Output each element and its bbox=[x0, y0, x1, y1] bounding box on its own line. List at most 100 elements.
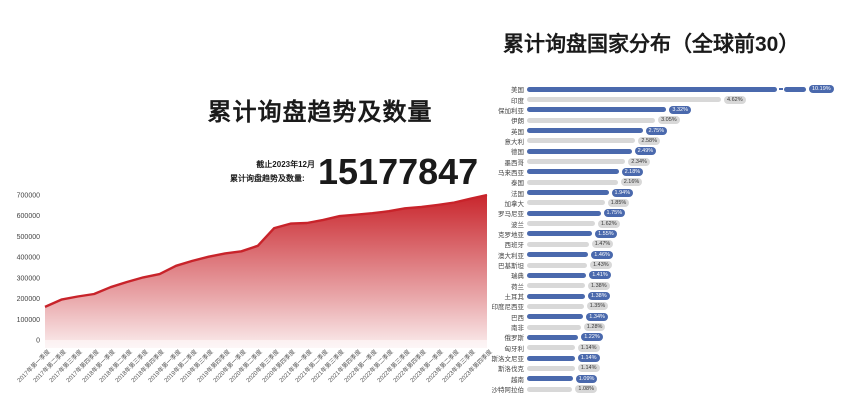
country-label: 沙特阿拉伯 bbox=[491, 387, 525, 395]
bar bbox=[527, 252, 589, 258]
country-label: 美国 bbox=[511, 87, 524, 95]
value-badge: 1.14% bbox=[577, 343, 600, 352]
country-label: 瑞典 bbox=[511, 273, 524, 281]
axis-break bbox=[777, 87, 784, 92]
bar-row: 德国 2.49% bbox=[470, 146, 852, 156]
value-badge: 1.35% bbox=[586, 302, 609, 311]
value-badge: 1.62% bbox=[598, 219, 620, 228]
bar-row: 巴西 1.34% bbox=[470, 312, 852, 322]
bar-row: 保加利亚 3.32% bbox=[470, 105, 852, 115]
country-label: 波兰 bbox=[511, 221, 524, 229]
y-axis-label: 0 bbox=[36, 338, 40, 345]
country-label: 印度尼西亚 bbox=[491, 304, 525, 312]
bar bbox=[527, 128, 643, 134]
bar bbox=[527, 179, 618, 185]
bar-row: 美国 10.19% bbox=[470, 84, 852, 94]
country-label: 澳大利亚 bbox=[498, 252, 524, 260]
y-axis-label: 600000 bbox=[17, 213, 40, 220]
value-badge: 10.19% bbox=[809, 85, 834, 94]
bar bbox=[527, 386, 573, 392]
bar bbox=[527, 148, 632, 154]
bar bbox=[527, 345, 575, 351]
y-axis-label: 100000 bbox=[17, 317, 40, 324]
total-inquiries-value: 15177847 bbox=[318, 151, 479, 192]
bar-row: 沙特阿拉伯 1.08% bbox=[470, 384, 852, 394]
country-label: 英国 bbox=[511, 128, 524, 136]
value-badge: 1.28% bbox=[583, 323, 606, 332]
country-label: 保加利亚 bbox=[498, 107, 524, 115]
bar-row: 意大利 2.58% bbox=[470, 136, 852, 146]
bar-segment bbox=[784, 86, 806, 92]
country-label: 荷兰 bbox=[511, 283, 524, 291]
bar-row: 西班牙 1.47% bbox=[470, 239, 852, 249]
country-label: 意大利 bbox=[504, 138, 525, 146]
bar-row: 斯洛伐克 1.14% bbox=[470, 363, 852, 373]
country-label: 土耳其 bbox=[504, 294, 525, 302]
bar bbox=[527, 97, 721, 103]
value-badge: 1.85% bbox=[607, 198, 630, 207]
country-label: 南非 bbox=[511, 325, 524, 333]
bar bbox=[527, 334, 579, 340]
bar-row: 泰国 2.16% bbox=[470, 177, 852, 187]
as-of-date: 截止2023年12月 bbox=[256, 160, 315, 169]
bar bbox=[527, 200, 605, 206]
value-badge: 2.49% bbox=[634, 147, 657, 156]
bar-row: 巴基斯坦 1.43% bbox=[470, 260, 852, 270]
bar bbox=[527, 169, 619, 175]
trend-chart-title: 累计询盘趋势及数量 bbox=[207, 99, 433, 126]
value-badge: 1.55% bbox=[595, 229, 617, 238]
bar-row: 荷兰 1.38% bbox=[470, 281, 852, 291]
value-badge: 1.34% bbox=[586, 312, 608, 321]
country-label: 俄罗斯 bbox=[504, 335, 525, 343]
value-badge: 3.32% bbox=[669, 105, 691, 114]
axis-break-dash bbox=[778, 88, 783, 90]
bar-row: 澳大利亚 1.46% bbox=[470, 250, 852, 260]
bar bbox=[527, 117, 656, 123]
value-badge: 1.94% bbox=[611, 188, 634, 197]
bar bbox=[527, 272, 587, 278]
country-label: 墨西哥 bbox=[504, 159, 525, 167]
bar-row: 瑞典 1.41% bbox=[470, 270, 852, 280]
bar-row: 英国 2.75% bbox=[470, 125, 852, 136]
bar-row: 波兰 1.62% bbox=[470, 218, 852, 229]
bar-row: 罗马尼亚 1.75% bbox=[470, 208, 852, 218]
value-badge: 1.09% bbox=[575, 374, 598, 383]
value-badge: 1.75% bbox=[603, 209, 626, 218]
bar-row: 马来西亚 2.18% bbox=[470, 167, 852, 177]
value-badge: 1.14% bbox=[577, 354, 600, 363]
bar-row: 加拿大 1.85% bbox=[470, 198, 852, 208]
bar bbox=[527, 190, 609, 196]
bar-row: 斯洛文尼亚 1.14% bbox=[470, 353, 852, 363]
bar bbox=[527, 303, 584, 309]
bar bbox=[527, 293, 585, 299]
bar bbox=[527, 365, 575, 371]
country-chart-title: 累计询盘国家分布（全球前30） bbox=[503, 33, 800, 56]
trend-line bbox=[44, 193, 488, 308]
country-bar-chart: 美国 10.19% 印度 4.62% 保加利亚 3.32% 伊朗 3.05% 英国 2.75% 意大… bbox=[470, 84, 852, 394]
bar bbox=[527, 159, 626, 165]
bar bbox=[527, 355, 575, 361]
country-label: 斯洛文尼亚 bbox=[491, 356, 525, 364]
stat-label: 累计询盘趋势及数量: bbox=[230, 174, 305, 183]
baseline-fade bbox=[45, 340, 487, 348]
bar bbox=[527, 376, 573, 382]
bar-row: 俄罗斯 1.22% bbox=[470, 332, 852, 342]
bar bbox=[527, 231, 593, 237]
y-axis-label: 400000 bbox=[17, 255, 40, 262]
bar bbox=[527, 314, 584, 320]
value-badge: 2.58% bbox=[638, 136, 660, 145]
value-badge: 2.34% bbox=[628, 157, 650, 166]
bar bbox=[527, 210, 601, 216]
country-label: 巴基斯坦 bbox=[498, 263, 524, 271]
value-badge: 1.14% bbox=[577, 364, 600, 373]
bar-row: 墨西哥 2.34% bbox=[470, 156, 852, 167]
value-badge: 1.08% bbox=[575, 385, 597, 394]
bar-row: 匈牙利 1.14% bbox=[470, 343, 852, 353]
value-badge: 1.41% bbox=[589, 271, 611, 280]
country-label: 克罗地亚 bbox=[498, 231, 524, 239]
trend-x-axis: 2017年第一季度 2017年第二季度 2017年第三季度 2017年第四季度 2018… bbox=[16, 343, 495, 405]
value-badge: 1.43% bbox=[590, 261, 612, 270]
bar-row: 法国 1.94% bbox=[470, 187, 852, 198]
bar-row: 土耳其 1.38% bbox=[470, 291, 852, 301]
value-badge: 1.22% bbox=[581, 333, 603, 342]
